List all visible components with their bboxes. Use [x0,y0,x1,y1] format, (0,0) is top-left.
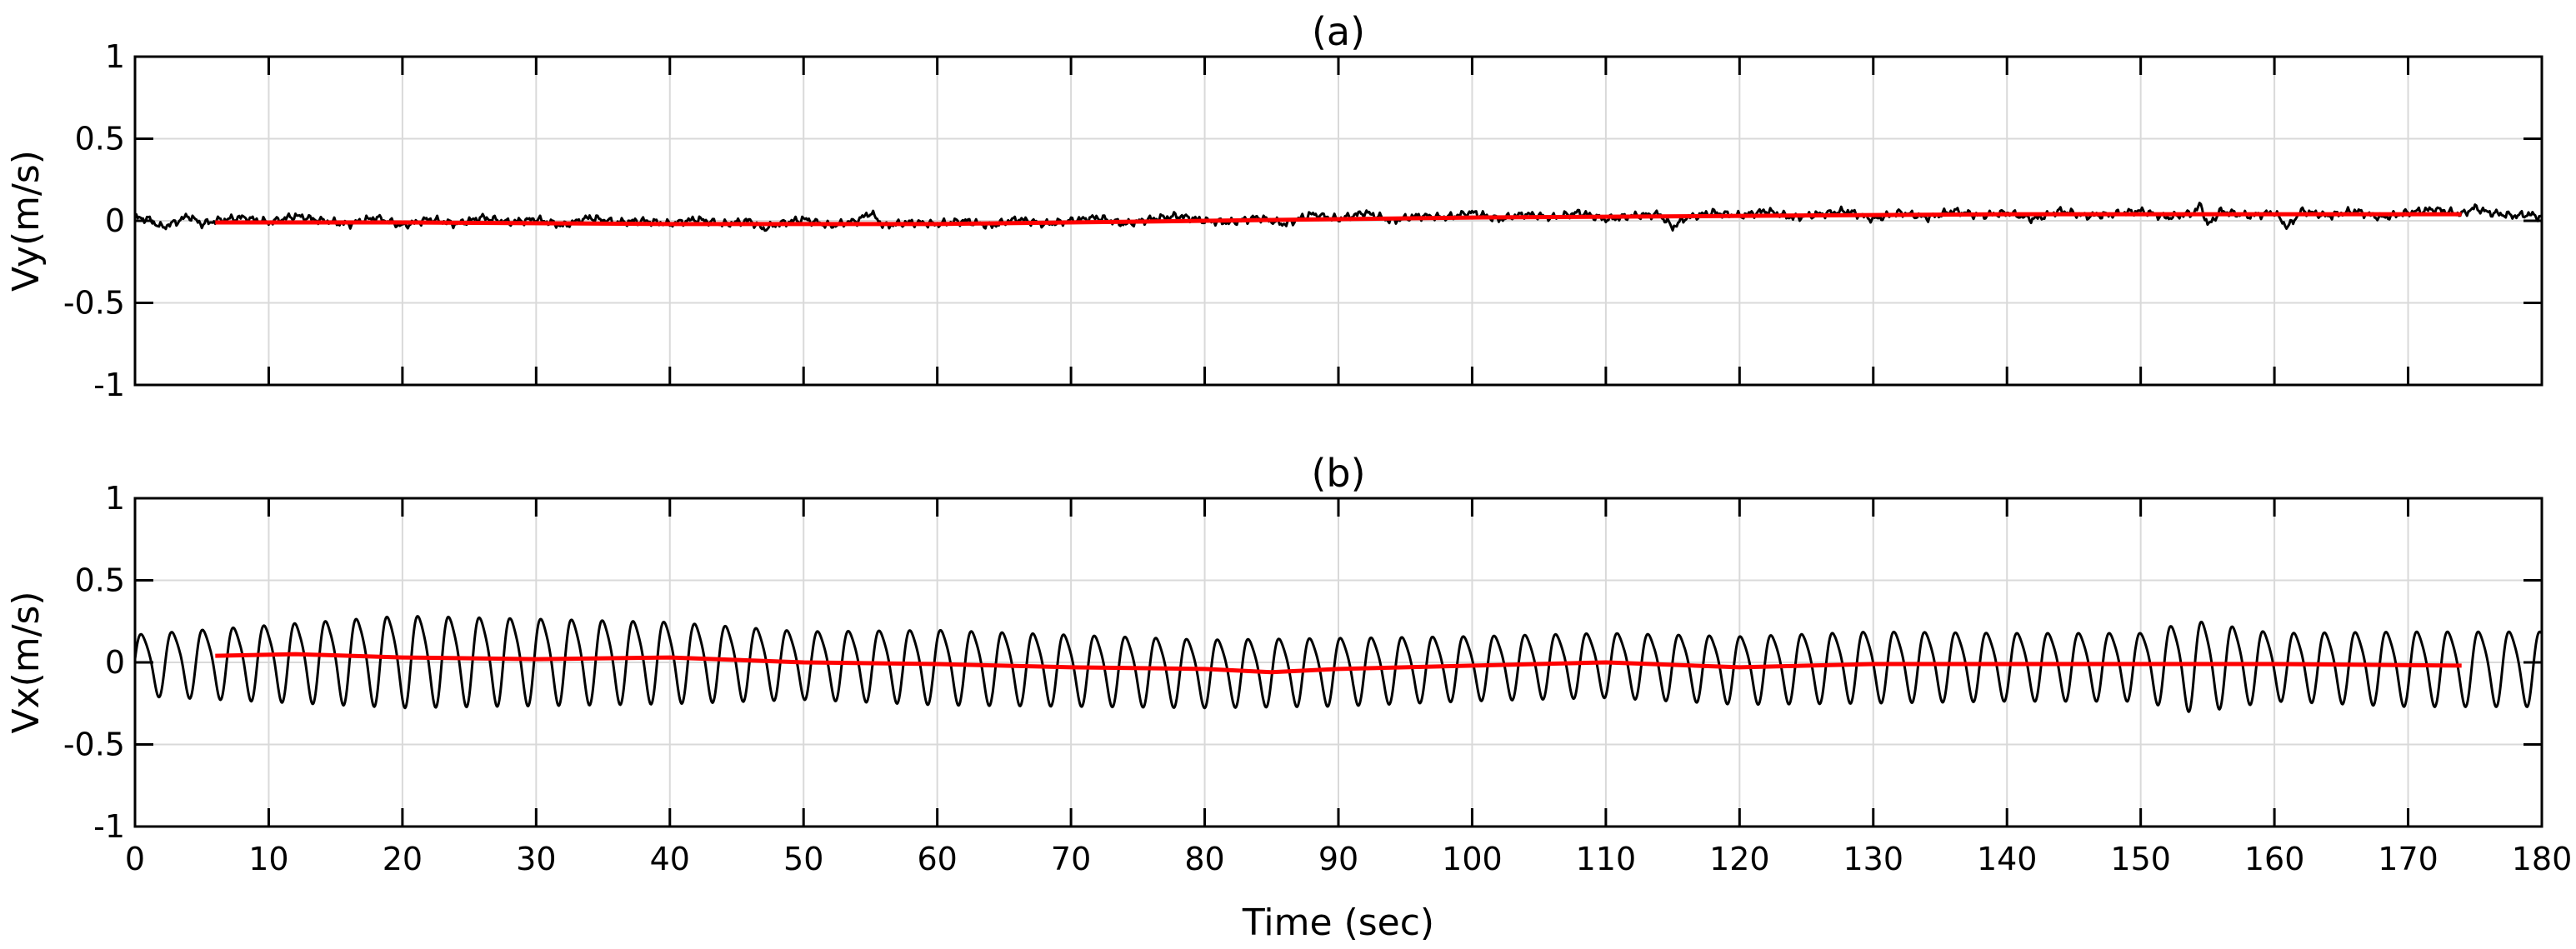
y-tick-label: -0.5 [63,285,125,322]
x-tick-label: 40 [650,841,690,877]
series-line-trend-b [215,652,2462,675]
y-axis-label: Vy(m/s) [5,150,48,292]
y-tick-label: 0.5 [75,562,125,599]
plot-area [135,202,2542,232]
x-tick-label: 0 [125,841,145,877]
y-tick-label: 0 [105,202,125,239]
x-tick-label: 80 [1184,841,1224,877]
x-tick-label: 70 [1051,841,1091,877]
x-tick-label: 130 [1843,841,1904,877]
x-tick-label: 140 [1977,841,2038,877]
y-tick-label: 1 [105,38,125,75]
x-tick-label: 60 [917,841,957,877]
y-axis-label: Vx(m/s) [5,591,48,733]
series-line-trend-a [215,212,2462,227]
x-tick-label: 180 [2512,841,2573,877]
x-tick-label: 160 [2244,841,2305,877]
x-tick-label: 170 [2378,841,2438,877]
y-tick-label: 0.5 [75,121,125,157]
panel-title: (a) [1312,9,1365,54]
y-tick-label: -1 [93,808,125,845]
figure-x-axis-label: Time (sec) [1242,902,1434,944]
y-tick-label: 1 [105,480,125,517]
x-tick-label: 90 [1318,841,1358,877]
panel-title: (b) [1311,451,1365,496]
series-line-signal-b [135,615,2542,713]
plot-area [135,615,2542,713]
x-tick-label: 100 [1442,841,1503,877]
y-tick-label: 0 [105,644,125,681]
x-tick-label: 10 [248,841,288,877]
x-tick-label: 120 [1709,841,1770,877]
x-tick-label: 30 [516,841,556,877]
x-tick-label: 110 [1576,841,1637,877]
x-tick-label: 50 [783,841,823,877]
x-tick-label: 150 [2110,841,2171,877]
x-tick-label: 20 [383,841,423,877]
y-tick-label: -0.5 [63,727,125,763]
panel-a: 1 0.5 0 -0.5 -1 (a) Vy(m/s) [5,9,2543,403]
y-tick-label: -1 [93,367,125,403]
panel-b: 0 10 20 30 40 50 60 70 80 90 100 110 120 130 140 150 160… [5,451,2572,877]
